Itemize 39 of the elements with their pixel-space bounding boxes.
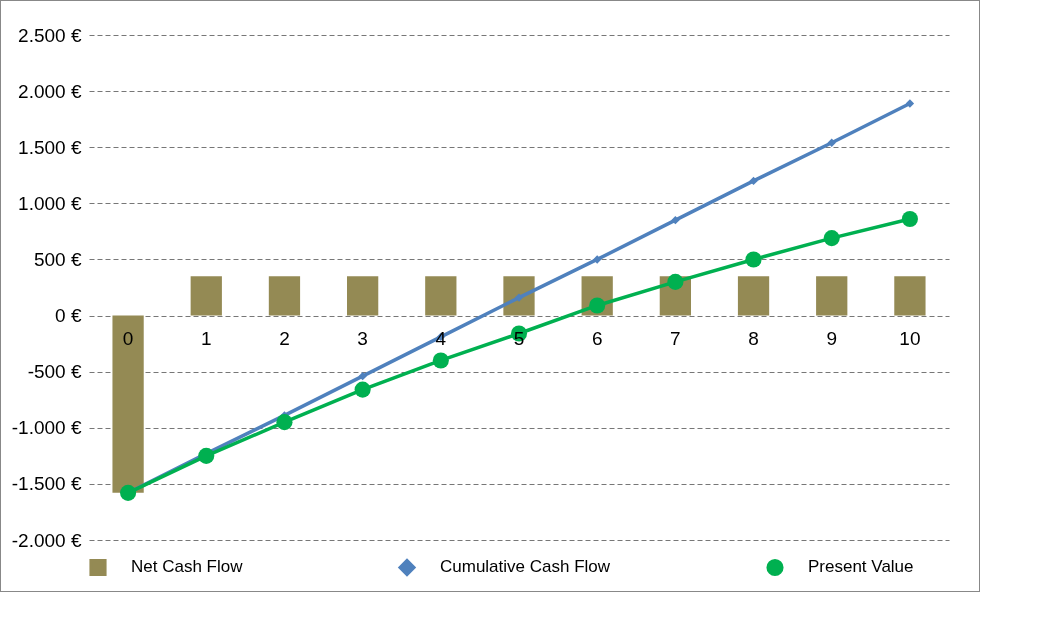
point bbox=[432, 352, 449, 369]
point bbox=[354, 381, 371, 398]
y-tick-label: 0 € bbox=[55, 305, 82, 327]
x-tick-label: 10 bbox=[899, 328, 921, 350]
y-tick-label: 1.500 € bbox=[18, 136, 82, 158]
y-tick-label: -2.000 € bbox=[11, 529, 82, 551]
x-tick-label: 0 bbox=[122, 328, 134, 350]
point bbox=[120, 484, 137, 501]
x-tick-label: 6 bbox=[591, 328, 603, 350]
x-tick-label: 1 bbox=[200, 328, 212, 350]
point bbox=[667, 273, 684, 290]
y-tick-label: -500 € bbox=[27, 361, 82, 383]
x-tick-label: 7 bbox=[670, 328, 681, 350]
y-tick-label: -1.500 € bbox=[11, 473, 82, 495]
y-tick-label: 500 € bbox=[33, 248, 82, 270]
y-tick-label: -1.000 € bbox=[11, 417, 82, 439]
x-tick-label: 8 bbox=[748, 328, 759, 350]
point bbox=[593, 255, 602, 264]
x-tick-label: 3 bbox=[357, 328, 368, 350]
point bbox=[827, 138, 836, 147]
point bbox=[589, 297, 606, 314]
point bbox=[671, 215, 680, 225]
point bbox=[358, 371, 367, 381]
point bbox=[745, 251, 762, 268]
point bbox=[823, 230, 840, 247]
x-tick-label: 4 bbox=[435, 328, 447, 350]
y-tick-label: 2.000 € bbox=[18, 80, 82, 102]
point bbox=[905, 99, 915, 108]
y-tick-label: 1.000 € bbox=[18, 192, 82, 214]
point bbox=[276, 414, 293, 431]
x-tick-label: 2 bbox=[279, 328, 290, 350]
legend-label: Net Cash Flow bbox=[131, 557, 244, 577]
point bbox=[198, 447, 215, 464]
legend-label: Present Value bbox=[808, 557, 914, 577]
point bbox=[749, 176, 758, 186]
point bbox=[901, 211, 918, 228]
y-tick-label: 2.500 € bbox=[18, 24, 82, 46]
legend-label: Cumulative Cash Flow bbox=[440, 557, 611, 577]
x-tick-label: 9 bbox=[826, 328, 838, 350]
